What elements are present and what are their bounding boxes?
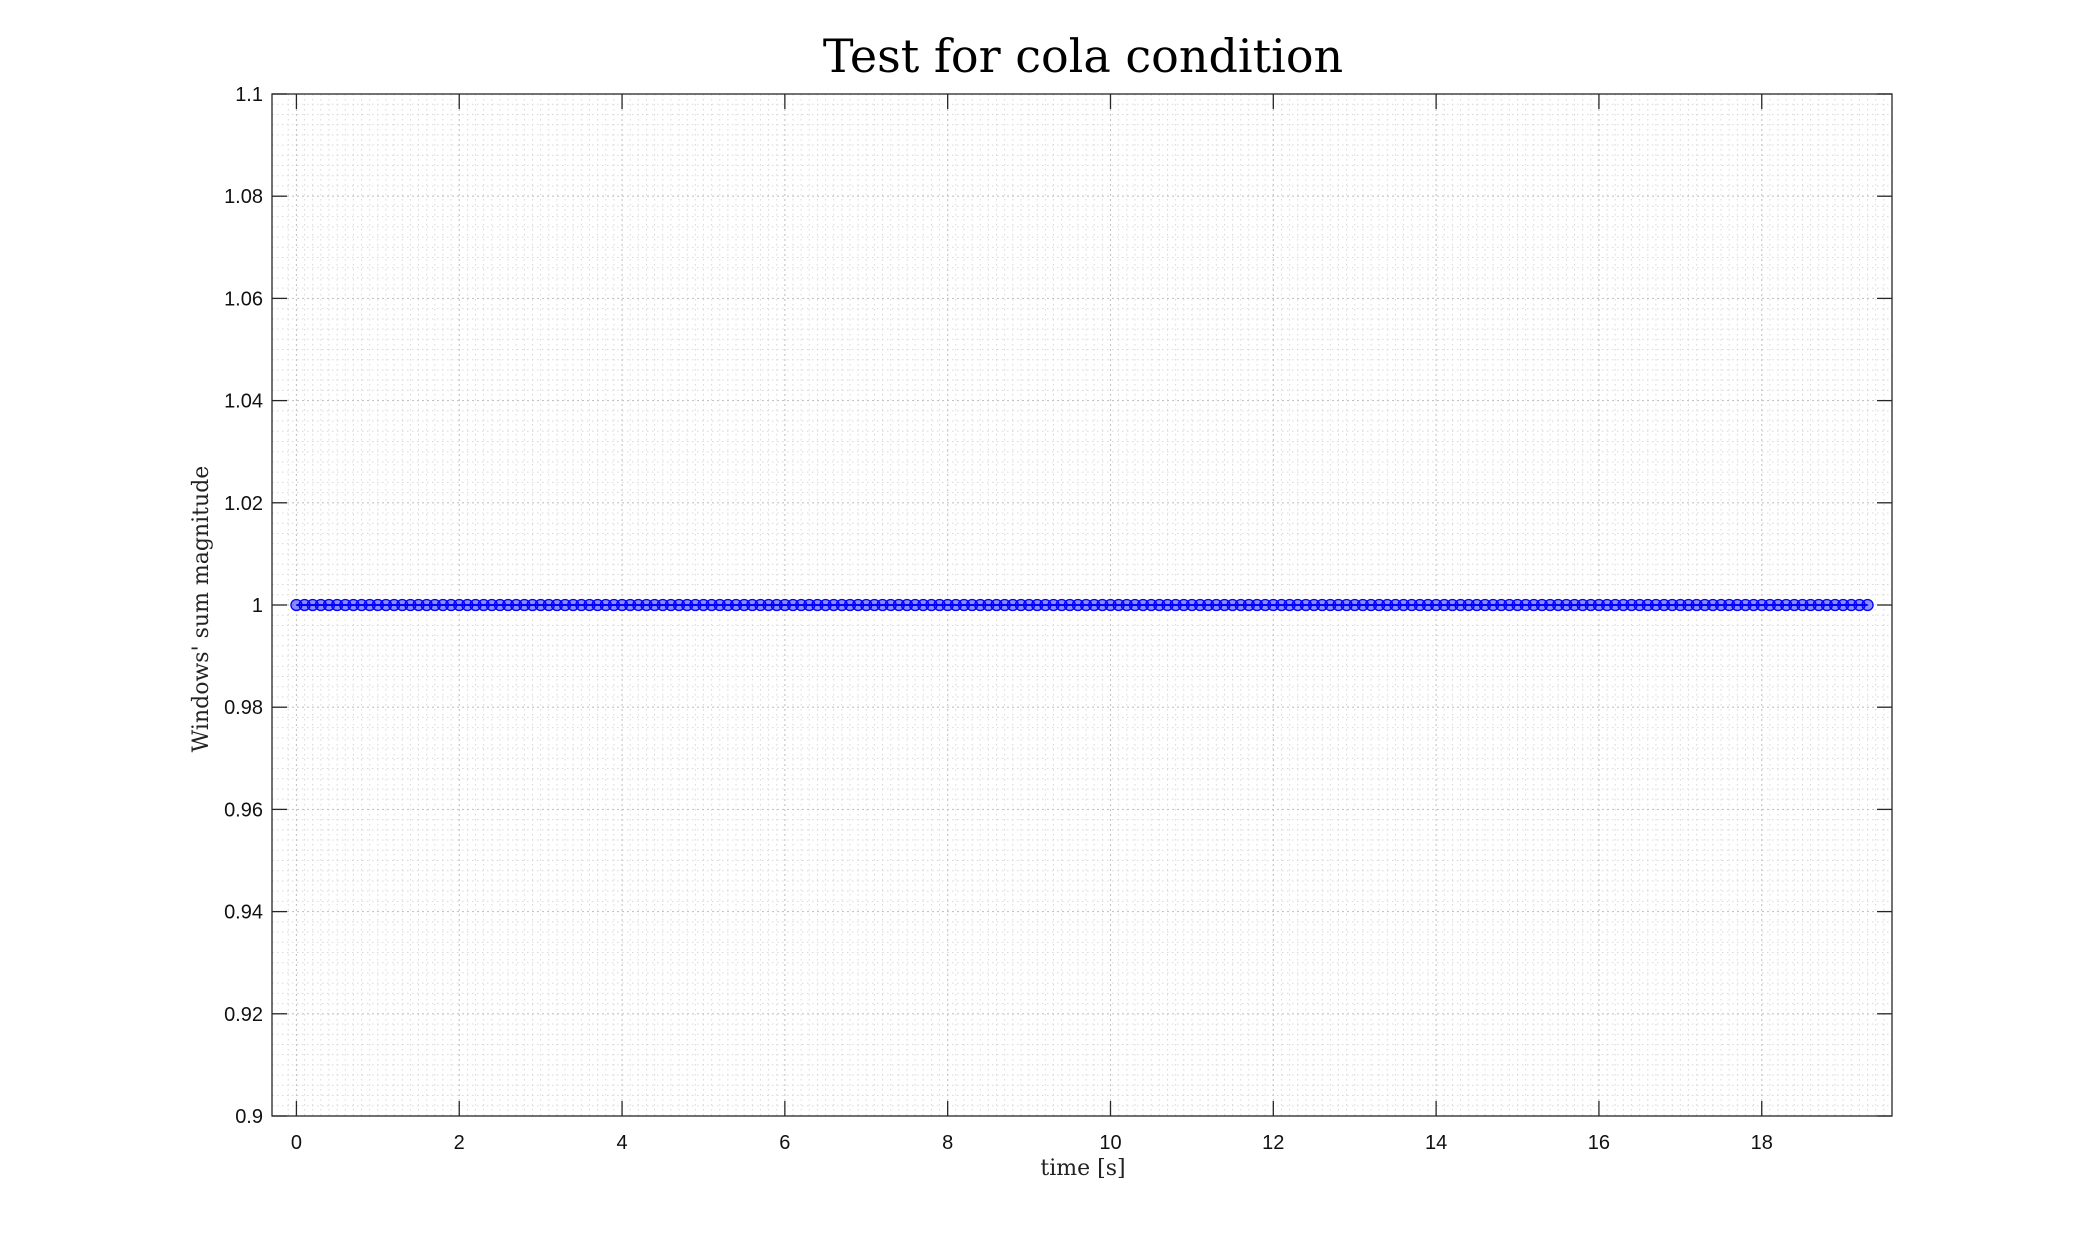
y-tick-label: 0.92 [224, 1004, 263, 1026]
series-group [290, 598, 1874, 612]
y-tick-label: 1.06 [224, 288, 263, 310]
y-tick-label: 1 [252, 595, 263, 617]
x-tick-label: 4 [616, 1132, 627, 1154]
x-tick-label: 16 [1588, 1132, 1610, 1154]
y-tick-label: 1.1 [235, 84, 263, 106]
y-tick-label: 1.02 [224, 493, 263, 515]
x-tick-label: 6 [779, 1132, 790, 1154]
x-tick-label: 8 [942, 1132, 953, 1154]
y-tick-label: 0.98 [224, 697, 263, 719]
y-tick-label: 0.94 [224, 902, 263, 924]
x-tick-labels: 0 2 4 6 8 10 12 14 16 18 [291, 1132, 1773, 1154]
y-tick-label: 1.04 [224, 391, 263, 413]
x-axis-label: time [s] [1040, 1156, 1125, 1181]
x-tick-label: 0 [291, 1132, 302, 1154]
y-tick-label: 1.08 [224, 186, 263, 208]
data-point [1861, 598, 1874, 612]
y-tick-label: 0.96 [224, 799, 263, 821]
chart-title: Test for cola condition [823, 29, 1343, 83]
x-tick-label: 14 [1425, 1132, 1447, 1154]
y-tick-label: 0.9 [235, 1106, 263, 1128]
x-tick-label: 2 [454, 1132, 465, 1154]
axis-ticks [272, 93, 1892, 1117]
y-axis-label: Windows' sum magnitude [189, 466, 214, 753]
x-tick-label: 10 [1099, 1132, 1121, 1154]
x-tick-label: 12 [1262, 1132, 1284, 1154]
x-tick-label: 18 [1751, 1132, 1773, 1154]
y-tick-labels: 0.9 0.92 0.94 0.96 0.98 1 1.02 1.04 1.06 1.08 1.1 [224, 84, 263, 1128]
